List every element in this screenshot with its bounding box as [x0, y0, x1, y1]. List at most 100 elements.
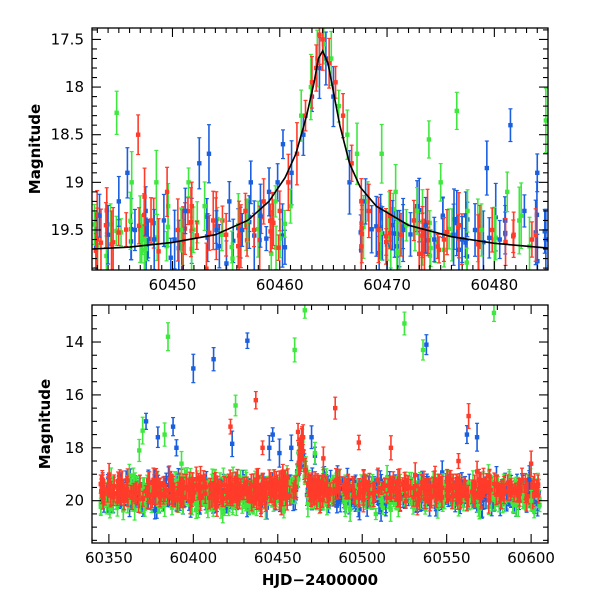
- bottom-point-red-band: [386, 478, 391, 493]
- top-point-blue-filler: [369, 205, 374, 254]
- bottom-y-tick-label: 18: [65, 439, 84, 457]
- bottom-point-blue: [174, 439, 179, 457]
- bottom-point-red-band: [507, 479, 512, 498]
- top-x-tick-label: 60470: [363, 276, 411, 294]
- top-point-red: [243, 192, 248, 230]
- top-point-red: [456, 192, 462, 259]
- top-point-red: [511, 211, 516, 258]
- bottom-point-blue: [289, 434, 294, 462]
- bottom-point-red-band: [227, 483, 233, 505]
- top-point-green-filler: [164, 230, 169, 262]
- bottom-point-red-band: [333, 468, 339, 493]
- bottom-point-red-band: [121, 484, 126, 497]
- bottom-point-green: [179, 450, 184, 477]
- top-point-red-filler: [533, 208, 538, 262]
- bottom-point-blue: [424, 334, 429, 356]
- bottom-x-tick-label: 60550: [423, 549, 471, 567]
- top-point-green: [129, 151, 134, 214]
- top-point-red: [411, 199, 417, 242]
- top-point-green-filler: [282, 209, 288, 238]
- top-point-green: [219, 218, 225, 252]
- top-point-green: [454, 91, 459, 131]
- bottom-point-red-band: [494, 474, 500, 495]
- bottom-point-red-band: [224, 477, 229, 504]
- bottom-point-red-band: [351, 489, 356, 503]
- top-y-tick-label: 19: [65, 173, 84, 191]
- bottom-point-red-band: [260, 472, 266, 491]
- top-point-blue: [472, 203, 478, 257]
- bottom-point-red-band: [207, 486, 212, 510]
- bottom-y-tick-label: 16: [65, 386, 84, 404]
- bottom-point-red-band: [394, 482, 399, 500]
- bottom-plot-frame: [91, 304, 549, 544]
- top-y-tick-label: 18.5: [51, 126, 84, 144]
- top-point-red: [175, 198, 181, 262]
- bottom-point-red: [300, 424, 306, 451]
- bottom-point-green: [312, 441, 318, 465]
- bottom-point-red-band: [358, 481, 363, 501]
- top-point-blue: [522, 194, 527, 228]
- bottom-point-red-band: [402, 471, 407, 498]
- top-point-green: [114, 90, 119, 135]
- top-y-tick-label: 17.5: [51, 30, 84, 48]
- bottom-point-red-band: [179, 483, 184, 508]
- bottom-point-blue: [267, 434, 272, 461]
- bottom-point-red-band: [326, 492, 332, 507]
- bottom-point-green-band: [380, 500, 386, 515]
- bottom-point-red-band: [198, 465, 203, 490]
- top-point-blue: [423, 196, 428, 254]
- bottom-point-red-band: [408, 478, 413, 497]
- bottom-point-red-band: [375, 467, 381, 493]
- top-x-tick-label: 60480: [470, 276, 518, 294]
- bottom-point-blue: [245, 332, 250, 350]
- bottom-point-red-band: [422, 488, 428, 510]
- bottom-point-red-band: [516, 477, 522, 498]
- top-point-blue: [206, 124, 212, 184]
- top-point-blue: [451, 203, 456, 266]
- bottom-point-red-band: [167, 465, 172, 493]
- bottom-point-blue: [170, 416, 176, 437]
- top-point-red: [366, 183, 372, 239]
- bottom-point-red-band: [534, 479, 539, 492]
- top-point-red-filler: [444, 208, 450, 256]
- bottom-point-green: [491, 305, 497, 323]
- bottom-point-red: [260, 440, 265, 456]
- top-point-red: [164, 166, 170, 218]
- bottom-point-red-band: [397, 484, 403, 505]
- top-point-red: [441, 217, 447, 263]
- bottom-point-red-band: [307, 473, 312, 502]
- bottom-point-red: [388, 435, 394, 461]
- bottom-point-red-band: [187, 471, 192, 498]
- top-point-red: [211, 190, 216, 251]
- top-point-green: [186, 167, 191, 198]
- top-point-red: [303, 99, 308, 132]
- top-point-red: [309, 55, 315, 109]
- top-point-green: [492, 206, 497, 270]
- bottom-point-blue: [143, 412, 149, 431]
- top-point-red-filler: [425, 188, 430, 257]
- bottom-point-red-band: [148, 492, 153, 510]
- top-point-red: [95, 207, 100, 270]
- top-point-green: [379, 123, 384, 184]
- bottom-point-red: [228, 418, 233, 435]
- top-point-red: [349, 144, 354, 182]
- top-point-green: [154, 149, 159, 215]
- top-point-blue: [508, 108, 513, 143]
- bottom-point-blue: [474, 422, 480, 452]
- top-point-red: [251, 212, 257, 248]
- top-panel: 60450 60460 60470 60480 17.5 18 18.5 19 19.5 Mag…: [26, 27, 549, 294]
- top-point-blue: [280, 129, 286, 160]
- top-point-red-filler: [503, 217, 508, 267]
- bottom-point-red-band: [492, 472, 497, 496]
- bottom-point-red-band: [472, 479, 477, 495]
- top-plot-area: [92, 28, 548, 270]
- top-point-red-filler: [383, 228, 389, 256]
- top-axes: 60450 60460 60470 60480 17.5 18 18.5 19 19.5: [51, 28, 549, 294]
- bottom-point-red-band: [293, 475, 298, 500]
- top-point-blue: [535, 153, 540, 193]
- bottom-point-red-band: [405, 475, 411, 498]
- top-point-blue-filler: [487, 217, 492, 259]
- bottom-point-red-band: [106, 476, 111, 494]
- top-point-green-filler: [118, 218, 124, 247]
- top-x-tick-label: 60450: [149, 276, 197, 294]
